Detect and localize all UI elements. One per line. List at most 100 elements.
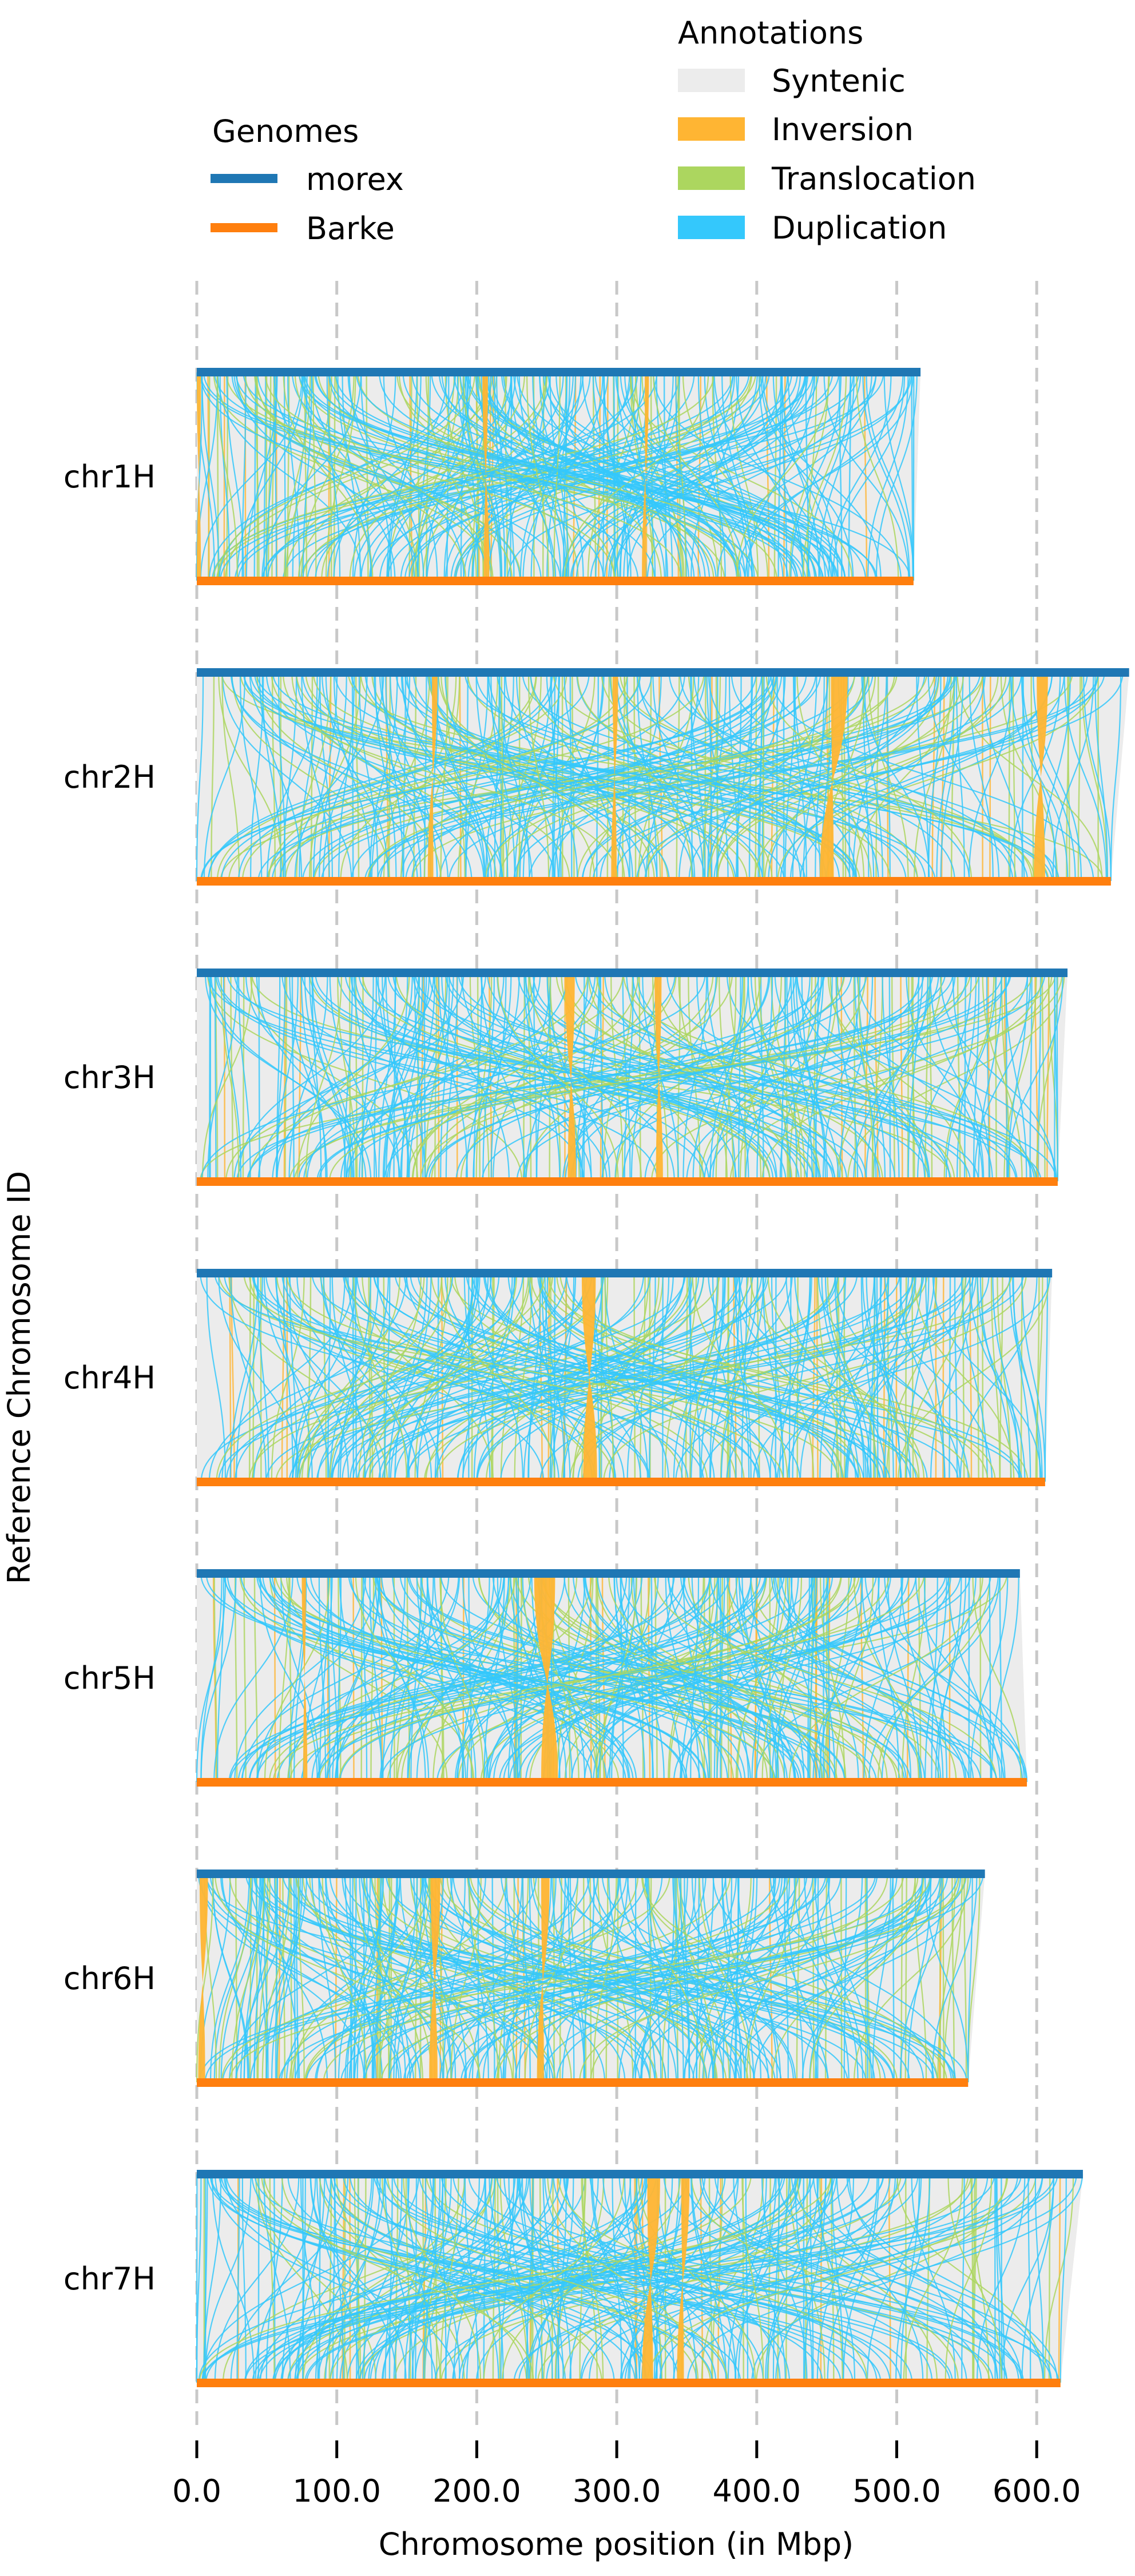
inversion-link bbox=[860, 1573, 864, 1783]
duplication-link bbox=[315, 372, 638, 581]
barke-chromosome-bar bbox=[197, 877, 1111, 886]
translocation-link bbox=[284, 372, 311, 581]
duplication-link bbox=[278, 672, 286, 882]
duplication-link bbox=[883, 372, 914, 581]
duplication-link bbox=[369, 672, 398, 882]
duplication-link bbox=[700, 1273, 726, 1482]
duplication-link bbox=[411, 2174, 452, 2383]
translocation-link bbox=[715, 973, 745, 1182]
duplication-link bbox=[949, 1273, 951, 1482]
duplication-link bbox=[219, 372, 231, 581]
duplication-link bbox=[417, 372, 431, 581]
translocation-link bbox=[757, 1273, 760, 1482]
x-tick-label: 200.0 bbox=[432, 2473, 521, 2509]
translocation-link bbox=[943, 1874, 963, 2083]
duplication-link bbox=[486, 672, 783, 882]
duplication-link bbox=[239, 672, 263, 882]
duplication-link bbox=[247, 973, 826, 1182]
duplication-link bbox=[749, 1573, 805, 1783]
duplication-link bbox=[200, 1273, 686, 1482]
chromosome-rows: chr1H chr2H chr3H chr4H chr5H chr6H chr7H bbox=[64, 368, 1129, 2387]
duplication-link bbox=[466, 2174, 518, 2383]
duplication-link bbox=[602, 2174, 737, 2383]
translocation-link bbox=[652, 973, 669, 1182]
translocation-link bbox=[754, 973, 802, 1182]
duplication-link bbox=[522, 372, 604, 581]
genomes-legend-title: Genomes bbox=[212, 113, 359, 149]
translocation-link bbox=[323, 1874, 904, 2083]
translocation-link bbox=[727, 1573, 730, 1783]
translocation-link bbox=[926, 2174, 930, 2383]
duplication-link bbox=[831, 2174, 844, 2383]
duplication-link bbox=[956, 973, 977, 1182]
duplication-link bbox=[978, 973, 1002, 1182]
morex-chromosome-bar bbox=[197, 1870, 985, 1878]
duplication-link bbox=[243, 1874, 279, 2083]
duplication-link bbox=[969, 672, 994, 882]
duplication-link bbox=[204, 1874, 876, 2083]
duplication-link bbox=[735, 1874, 739, 2083]
inversion-link bbox=[335, 1874, 338, 2083]
duplication-link bbox=[204, 2174, 252, 2383]
inversion-region bbox=[1034, 673, 1048, 881]
translocation-link bbox=[762, 672, 765, 882]
duplication-link bbox=[1013, 1273, 1031, 1482]
duplication-link bbox=[952, 973, 991, 1182]
translocation-link bbox=[340, 672, 537, 882]
duplication-link bbox=[354, 372, 551, 581]
duplication-link bbox=[815, 672, 825, 882]
inversion-link bbox=[207, 372, 210, 581]
duplication-link bbox=[346, 973, 430, 1182]
duplication-link bbox=[626, 973, 777, 1182]
translocation-link bbox=[897, 1273, 1050, 1482]
duplication-link bbox=[407, 1573, 510, 1783]
translocation-link bbox=[581, 2174, 604, 2383]
chromosome-row-chr4H: chr4H bbox=[64, 1269, 1053, 1486]
duplication-link bbox=[969, 1273, 1026, 1482]
translocation-link bbox=[199, 973, 1057, 1182]
duplication-link bbox=[593, 1874, 796, 2083]
duplication-link bbox=[223, 1573, 811, 1783]
duplication-link bbox=[832, 372, 906, 581]
translocation-link bbox=[896, 2174, 1044, 2383]
legend-label-translocation: Translocation bbox=[771, 161, 976, 197]
translocation-link bbox=[381, 1874, 481, 2083]
duplication-link bbox=[225, 2174, 457, 2383]
duplication-link bbox=[604, 372, 801, 581]
duplication-link bbox=[263, 2174, 291, 2383]
duplication-link bbox=[645, 672, 700, 882]
duplication-link bbox=[576, 372, 809, 581]
translocation-link bbox=[525, 973, 719, 1182]
translocation-link bbox=[796, 1273, 799, 1482]
x-tick-label: 600.0 bbox=[993, 2473, 1081, 2509]
duplication-link bbox=[316, 2174, 360, 2383]
duplication-link bbox=[480, 973, 675, 1182]
duplication-link bbox=[843, 1874, 847, 2083]
duplication-link bbox=[751, 1573, 793, 1783]
duplication-link bbox=[622, 973, 792, 1182]
inversion-region bbox=[301, 1574, 308, 1782]
duplication-link bbox=[224, 1273, 705, 1482]
duplication-link bbox=[900, 2174, 920, 2383]
duplication-link bbox=[937, 1573, 962, 1783]
duplication-link bbox=[476, 1273, 704, 1482]
duplication-link bbox=[256, 973, 354, 1182]
morex-chromosome-bar bbox=[197, 368, 921, 376]
duplication-link bbox=[201, 672, 775, 882]
duplication-link bbox=[215, 973, 658, 1182]
translocation-link bbox=[213, 1573, 218, 1783]
duplication-link bbox=[333, 372, 448, 581]
translocation-link bbox=[328, 973, 980, 1182]
translocation-link bbox=[239, 1573, 620, 1783]
duplication-link bbox=[296, 1573, 686, 1783]
legend-label-syntenic: Syntenic bbox=[772, 63, 906, 99]
translocation-link bbox=[278, 1573, 290, 1783]
duplication-link bbox=[817, 1273, 969, 1482]
translocation-link bbox=[555, 973, 884, 1182]
translocation-link bbox=[257, 1874, 271, 2083]
translocation-link bbox=[741, 2174, 764, 2383]
duplication-link bbox=[445, 2174, 481, 2383]
x-axis: 0.0 100.0 200.0 300.0 400.0 500.0 600.0 bbox=[172, 2440, 1081, 2509]
duplication-link bbox=[991, 1573, 1019, 1783]
